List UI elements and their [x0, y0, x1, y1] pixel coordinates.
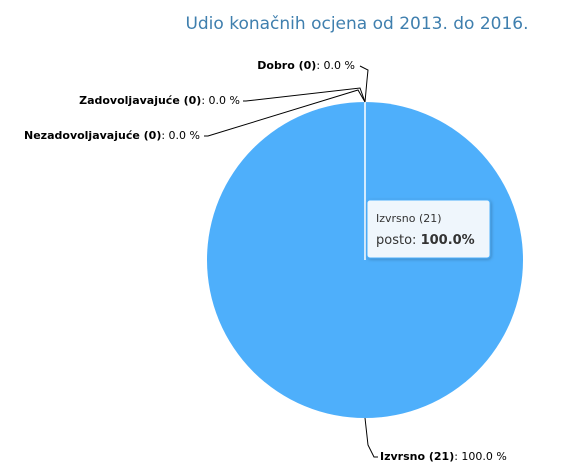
label-sep: : — [454, 450, 461, 463]
label-sep: : — [316, 59, 323, 72]
labels: Izvrsno (21): 100.0 %Dobro (0): 0.0 %Zad… — [24, 59, 507, 463]
connector — [204, 89, 366, 137]
label-sep: : — [201, 94, 208, 107]
data-label: Zadovoljavajuće (0): 0.0 % — [79, 94, 240, 107]
label-name: Dobro (0) — [257, 59, 316, 72]
label-value: 0.0 % — [209, 94, 240, 107]
tooltip-label: posto: — [376, 233, 416, 248]
label-name: Zadovoljavajuće (0) — [79, 94, 201, 107]
label-value: 0.0 % — [169, 129, 200, 142]
connector — [359, 65, 369, 103]
tooltip-name: Izvrsno (21) — [376, 212, 442, 225]
data-label: Nezadovoljavajuće (0): 0.0 % — [24, 129, 200, 142]
connector — [243, 87, 366, 103]
label-value: 100.0 % — [461, 450, 506, 463]
label-name: Nezadovoljavajuće (0) — [24, 129, 161, 142]
chart-title: Udio konačnih ocjena od 2013. do 2016. — [185, 14, 528, 34]
label-value: 0.0 % — [324, 59, 355, 72]
label-name: Izvrsno (21) — [380, 450, 454, 463]
connector — [364, 417, 378, 458]
tooltip-value: 100.0% — [421, 233, 475, 248]
data-label: Dobro (0): 0.0 % — [257, 59, 355, 72]
slices — [207, 102, 523, 418]
tooltip-body: posto: 100.0% — [376, 233, 475, 248]
tooltip: Izvrsno (21) posto: 100.0% — [366, 199, 491, 259]
tooltip-box — [366, 199, 491, 259]
label-sep: : — [161, 129, 168, 142]
data-label: Izvrsno (21): 100.0 % — [380, 450, 507, 463]
